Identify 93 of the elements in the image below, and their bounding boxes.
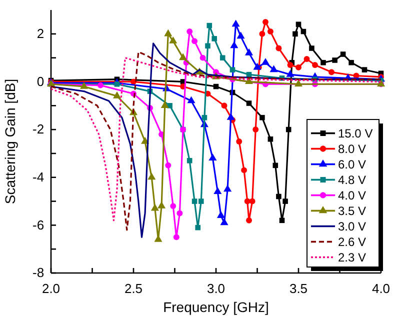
- x-tick-label: 2.5: [124, 280, 143, 296]
- point: [292, 31, 298, 37]
- point: [309, 46, 314, 51]
- point: [178, 53, 188, 60]
- legend-label: 6.0 V: [338, 157, 366, 172]
- x-tick-label: 3.0: [206, 280, 226, 296]
- point: [253, 62, 262, 70]
- point: [200, 54, 206, 61]
- point: [282, 198, 288, 204]
- point: [216, 210, 225, 218]
- point: [244, 48, 254, 56]
- point: [224, 184, 232, 192]
- legend-label: 4.0 V: [338, 188, 366, 202]
- point: [195, 224, 200, 230]
- point: [332, 58, 338, 63]
- point: [192, 38, 198, 44]
- point: [167, 102, 172, 108]
- point: [173, 234, 180, 240]
- point: [230, 67, 236, 72]
- x-tick-label: 3.5: [289, 280, 308, 296]
- point: [259, 30, 266, 37]
- point: [112, 91, 122, 98]
- point: [176, 210, 183, 216]
- legend-label: 8.0 V: [338, 142, 366, 156]
- y-tick-label: -6: [32, 217, 44, 232]
- point: [158, 201, 166, 208]
- point: [312, 62, 318, 68]
- point: [221, 102, 228, 109]
- x-tick-label: 4.0: [372, 280, 390, 296]
- point: [164, 29, 172, 36]
- legend-label: 3.5 V: [338, 204, 366, 218]
- point: [340, 52, 346, 57]
- point: [262, 18, 268, 25]
- point: [160, 100, 169, 108]
- point: [270, 65, 278, 72]
- point: [286, 70, 294, 77]
- point: [80, 82, 88, 89]
- point: [296, 22, 302, 27]
- point: [276, 194, 282, 200]
- point: [220, 218, 228, 226]
- x-tick-label: 2.0: [42, 280, 60, 296]
- point: [328, 69, 334, 76]
- point: [170, 203, 176, 210]
- point: [287, 62, 294, 68]
- point: [186, 158, 192, 164]
- point: [246, 100, 252, 106]
- point: [276, 45, 282, 52]
- point: [114, 81, 120, 87]
- point: [304, 56, 310, 62]
- point: [212, 36, 217, 42]
- point: [198, 198, 204, 204]
- point: [252, 126, 259, 133]
- y-axis-title: Scattering Gain [dB]: [2, 78, 18, 204]
- x-axis-title: Frequency [GHz]: [163, 299, 269, 315]
- point: [362, 67, 368, 72]
- point: [236, 138, 242, 144]
- y-tick-label: -8: [32, 265, 44, 280]
- point: [187, 96, 196, 104]
- point: [148, 172, 156, 180]
- point: [208, 154, 217, 161]
- point: [241, 167, 248, 174]
- legend-label: 15.0 V: [338, 126, 373, 140]
- point: [261, 58, 270, 65]
- point: [220, 55, 226, 60]
- point: [246, 217, 252, 224]
- point: [348, 60, 354, 66]
- point: [260, 114, 265, 120]
- y-tick-label: 0: [36, 74, 44, 89]
- point: [294, 79, 303, 86]
- point: [249, 198, 256, 204]
- legend-label: 2.3 V: [338, 250, 366, 264]
- y-tick-label: -4: [32, 170, 44, 185]
- point: [236, 32, 245, 39]
- point: [205, 43, 210, 49]
- point: [320, 60, 326, 66]
- point: [232, 20, 240, 27]
- point: [186, 28, 193, 34]
- y-tick-label: -2: [32, 122, 44, 137]
- point: [165, 162, 172, 168]
- point: [267, 28, 274, 34]
- y-tick-label: 2: [36, 26, 44, 42]
- point: [169, 36, 178, 44]
- point: [98, 82, 104, 88]
- point: [192, 198, 198, 204]
- point: [150, 204, 159, 211]
- point: [214, 187, 222, 194]
- legend-label: 3.0 V: [338, 219, 366, 234]
- point: [226, 112, 235, 120]
- legend-label: 4.8 V: [338, 172, 366, 187]
- legend-label: 2.6 V: [338, 234, 366, 249]
- point: [268, 136, 274, 142]
- point: [230, 41, 238, 48]
- point: [296, 64, 302, 70]
